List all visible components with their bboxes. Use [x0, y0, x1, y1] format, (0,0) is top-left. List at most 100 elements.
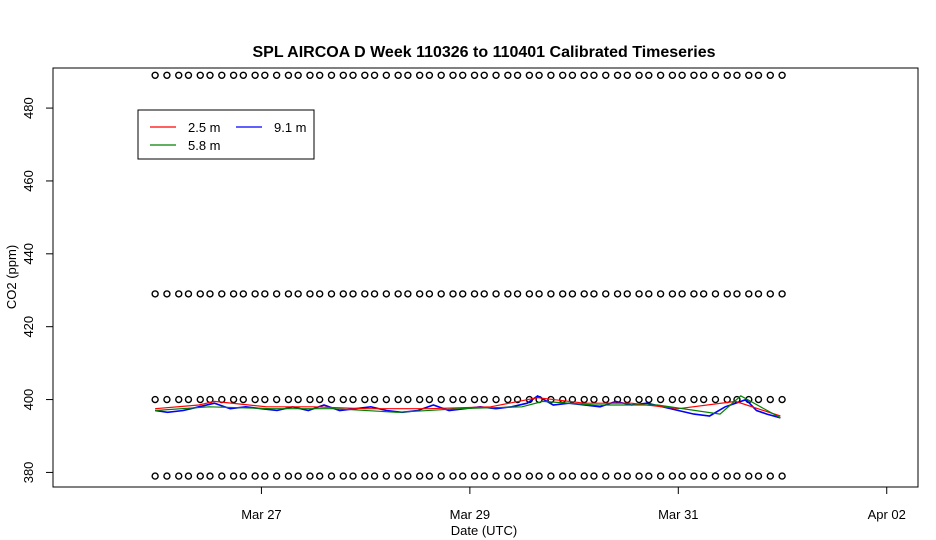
reference-point: [480, 71, 488, 79]
reference-point: [535, 472, 543, 480]
reference-point: [370, 395, 379, 404]
reference-point: [459, 395, 467, 404]
reference-point: [668, 395, 677, 404]
reference-point: [306, 395, 314, 404]
reference-point: [404, 71, 412, 79]
reference-point: [370, 472, 379, 480]
reference-point: [284, 472, 293, 480]
reference-point: [504, 395, 512, 404]
reference-point: [327, 395, 336, 404]
reference-point: [163, 71, 171, 79]
reference-point: [196, 290, 204, 298]
reference-point: [229, 71, 238, 79]
reference-point: [635, 290, 643, 298]
reference-point: [294, 290, 302, 298]
reference-point: [513, 290, 522, 298]
x-tick-label: Mar 29: [450, 507, 490, 522]
reference-point: [590, 290, 598, 298]
reference-point: [723, 71, 731, 79]
reference-point: [218, 472, 226, 480]
reference-point: [229, 290, 238, 298]
reference-point: [525, 290, 534, 298]
reference-point: [425, 290, 434, 298]
reference-point: [580, 290, 588, 298]
reference-point: [613, 71, 622, 79]
reference-point: [766, 71, 774, 79]
reference-point: [513, 472, 522, 480]
reference-point: [535, 290, 543, 298]
reference-point: [623, 395, 631, 404]
reference-point: [668, 290, 677, 298]
reference-point: [623, 290, 631, 298]
reference-point: [251, 472, 259, 480]
reference-point: [294, 71, 302, 79]
reference-point: [678, 395, 686, 404]
reference-point: [394, 290, 402, 298]
reference-point: [690, 290, 698, 298]
reference-point: [206, 71, 214, 79]
reference-point: [261, 472, 269, 480]
reference-point: [449, 71, 457, 79]
x-axis: Mar 27 Mar 29 Mar 31 Apr 02: [241, 486, 906, 522]
reference-point: [766, 395, 774, 404]
reference-point: [645, 395, 653, 404]
reference-point: [558, 290, 567, 298]
reference-point: [196, 472, 204, 480]
reference-point: [711, 395, 720, 404]
reference-point: [513, 71, 522, 79]
reference-point: [733, 290, 741, 298]
reference-point: [261, 290, 269, 298]
reference-point: [733, 71, 741, 79]
reference-point: [668, 472, 677, 480]
reference-point: [184, 472, 193, 480]
reference-point: [678, 71, 686, 79]
reference-point: [754, 290, 763, 298]
reference-point: [404, 290, 412, 298]
reference-point: [525, 472, 534, 480]
reference-point: [668, 71, 677, 79]
reference-point: [754, 71, 763, 79]
chart-title: SPL AIRCOA D Week 110326 to 110401 Calib…: [252, 44, 715, 61]
series-line-5-8-m: [155, 395, 781, 419]
reference-point: [558, 71, 567, 79]
reference-point: [339, 472, 347, 480]
reference-point: [306, 290, 314, 298]
reference-point: [449, 395, 457, 404]
reference-point: [382, 290, 391, 298]
reference-point: [284, 71, 293, 79]
reference-point: [699, 472, 708, 480]
reference-point: [590, 472, 598, 480]
reference-point: [711, 71, 720, 79]
reference-point: [239, 71, 248, 79]
reference-point: [394, 395, 402, 404]
reference-point: [284, 395, 293, 404]
reference-point: [470, 290, 479, 298]
reference-point: [361, 472, 369, 480]
reference-point: [504, 71, 512, 79]
reference-point: [370, 290, 379, 298]
reference-point: [437, 472, 445, 480]
reference-point: [239, 472, 248, 480]
reference-point: [327, 472, 336, 480]
reference-point: [437, 71, 445, 79]
reference-point: [151, 71, 159, 79]
reference-point: [602, 290, 610, 298]
y-tick-label: 440: [21, 243, 36, 265]
reference-point: [327, 71, 336, 79]
reference-point: [766, 472, 774, 480]
reference-point: [206, 472, 214, 480]
reference-point: [339, 395, 347, 404]
reference-point: [690, 71, 698, 79]
reference-point: [394, 71, 402, 79]
y-tick-label: 380: [21, 462, 36, 484]
reference-point: [492, 290, 500, 298]
reference-point: [645, 472, 653, 480]
reference-point: [151, 472, 159, 480]
reference-point: [590, 395, 598, 404]
legend: 2.5 m 5.8 m 9.1 m: [137, 109, 315, 160]
reference-point: [459, 71, 467, 79]
reference-point: [558, 472, 567, 480]
reference-point: [382, 395, 391, 404]
